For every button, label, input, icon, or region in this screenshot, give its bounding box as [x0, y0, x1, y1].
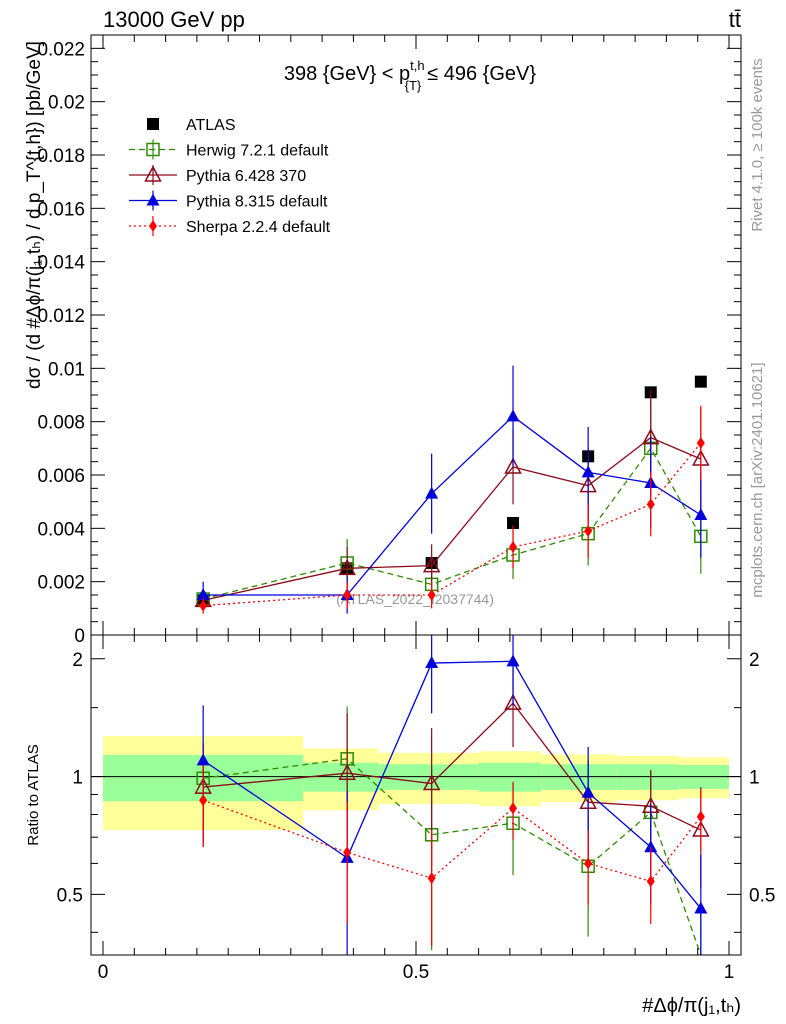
- series-line-main: [203, 442, 702, 607]
- legend-entry-1: Herwig 7.2.1 default: [129, 139, 329, 160]
- data-point: [338, 558, 356, 576]
- series-1: [196, 400, 708, 956]
- ratio-point: [506, 654, 520, 667]
- data-point: [425, 486, 439, 499]
- legend-label: Sherpa 2.2.4 default: [186, 219, 331, 236]
- y-axis-label: dσ / (d #Δϕ/π(j₁,tₕ) / d p_T^{t,h}) [pb/…: [24, 41, 45, 389]
- ratio-uncertainty-bands: [103, 735, 729, 831]
- y-tick-label: 0.006: [37, 466, 85, 487]
- y-tick-label: 0.02: [48, 93, 85, 114]
- legend-marker: [146, 193, 160, 206]
- rivet-version-label: Rivet 4.1.0, ≥ 100k events: [749, 58, 766, 231]
- ratio-point: [343, 846, 352, 859]
- ratio-tick-label: 0.5: [57, 885, 83, 906]
- ratio-point: [199, 794, 208, 807]
- ratio-point: [338, 763, 356, 780]
- mcplots-source-label: mcplots.cern.ch [arXiv:2401.10621]: [749, 362, 766, 597]
- legend-entry-3: Pythia 8.315 default: [129, 190, 328, 211]
- data-point: [427, 589, 436, 601]
- ratio-point: [696, 810, 705, 823]
- data-point: [694, 508, 708, 520]
- data-point: [506, 409, 520, 422]
- y-tick-label: 0: [74, 626, 85, 647]
- plot-title: 398 {GeV} < pt,h {T} ≤ 496 {GeV}: [284, 58, 536, 93]
- x-tick-label: 0.5: [403, 962, 429, 983]
- data-point: [646, 498, 655, 511]
- data-point: [581, 465, 595, 478]
- ratio-point: [584, 857, 593, 870]
- ratio-point: [581, 785, 595, 798]
- ratio-point: [425, 656, 439, 669]
- legend-marker: [149, 220, 157, 232]
- ratio-tick-label-right: 0.5: [749, 885, 775, 906]
- y-tick-label: 0.008: [37, 413, 85, 434]
- plot-title-sub: {T}: [405, 78, 422, 93]
- data-point: [584, 525, 593, 537]
- ratio-point: [644, 840, 658, 853]
- legend-marker: [146, 142, 160, 157]
- legend-label: Herwig 7.2.1 default: [186, 143, 329, 160]
- series-layer: [194, 365, 710, 956]
- legend-entry-2: Pythia 6.428 370: [129, 165, 306, 185]
- y-tick-label: 0.014: [37, 253, 85, 274]
- series-0: [197, 375, 707, 607]
- plot-title-prefix: 398 {GeV} < p: [284, 63, 410, 85]
- series-4: [199, 405, 705, 946]
- ratio-tick-label-right: 1: [749, 768, 760, 789]
- ratio-point: [509, 802, 518, 815]
- axes-layer: 0 0.002 0.004 0.006 0.008 0.01 0.012 0.014 0.016…: [37, 34, 775, 983]
- x-tick-label: 0: [98, 962, 109, 983]
- ratio-tick-label-right: 2: [749, 650, 760, 671]
- data-point: [196, 588, 210, 600]
- data-point: [422, 556, 441, 573]
- header-process-label: tt̄: [729, 7, 741, 32]
- data-point: [507, 517, 520, 529]
- ratio-point: [427, 872, 436, 885]
- ratio-point: [646, 875, 655, 888]
- header-energy-label: 13000 GeV pp: [103, 7, 245, 32]
- legend-entry-4: Sherpa 2.2.4 default: [129, 216, 331, 236]
- y-tick-label: 0.018: [37, 146, 85, 167]
- data-point: [504, 457, 522, 474]
- data-point: [509, 541, 518, 553]
- y-tick-label: 0.01: [48, 359, 85, 380]
- ratio-point: [196, 753, 210, 766]
- analysis-watermark: (ATLAS_2022_I2037744): [336, 591, 494, 607]
- data-point: [694, 375, 707, 388]
- legend: ATLAS Herwig 7.2.1 default Pythia 6.428 37…: [129, 117, 331, 236]
- data-point: [696, 437, 705, 449]
- legend-marker: [144, 165, 162, 182]
- legend-marker: [147, 118, 159, 130]
- legend-label: Pythia 8.315 default: [186, 194, 328, 211]
- data-point: [199, 599, 208, 612]
- y-tick-label: 0.016: [37, 199, 85, 220]
- plot-title-suffix: ≤ 496 {GeV}: [427, 63, 536, 85]
- series-line-main: [203, 447, 702, 600]
- ratio-point: [694, 901, 708, 914]
- ratio-tick-label: 1: [72, 768, 83, 789]
- series-line-main: [203, 415, 702, 596]
- legend-label: ATLAS: [186, 117, 236, 134]
- y-tick-label: 0.012: [37, 306, 85, 327]
- legend-label: Pythia 6.428 370: [186, 168, 306, 185]
- series-line-main: [203, 436, 702, 601]
- x-axis-label: #Δϕ/π(j₁,tₕ): [642, 995, 741, 1017]
- data-point: [343, 589, 352, 601]
- y-tick-label: 0.022: [37, 39, 85, 60]
- y-tick-label: 0.002: [37, 573, 85, 594]
- y-tick-label: 0.004: [37, 519, 85, 540]
- ratio-tick-label: 2: [72, 650, 83, 671]
- legend-entry-0: ATLAS: [147, 117, 236, 134]
- plot-title-sup: t,h: [410, 58, 424, 73]
- ratio-band-inner: [478, 762, 542, 792]
- series-3: [196, 365, 708, 955]
- ratio-axis-label: Ratio to ATLAS: [25, 744, 42, 845]
- ratio-point: [422, 773, 441, 791]
- ratio-point: [504, 693, 522, 710]
- x-tick-label: 1: [724, 962, 735, 983]
